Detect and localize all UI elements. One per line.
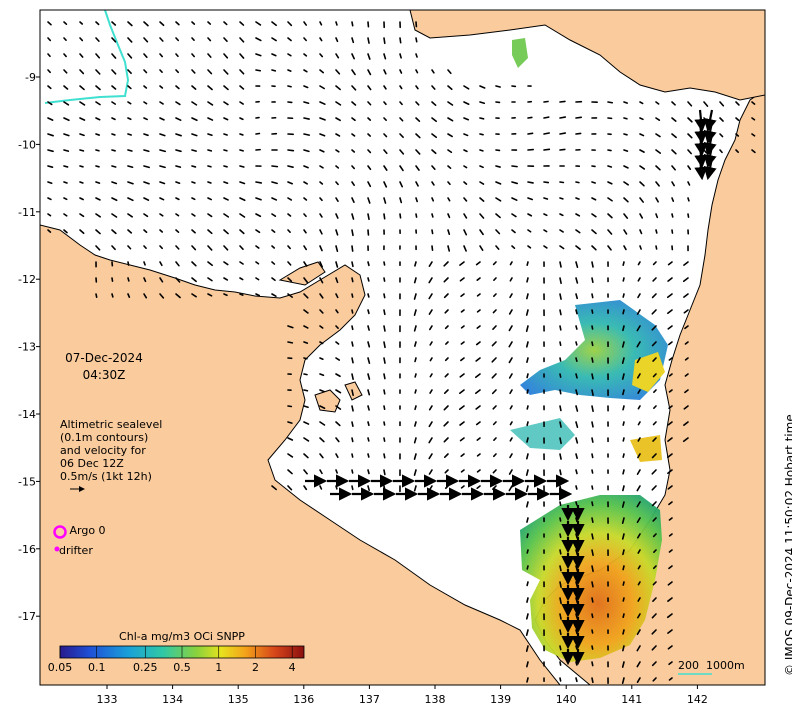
y-tick-label: -17 <box>18 610 36 623</box>
sealevel-line: 06 Dec 12Z <box>60 457 124 470</box>
strong-current-arrows <box>305 109 717 666</box>
colorbar-tick-label: 0.1 <box>87 661 106 674</box>
legend-argo: Argo 0 <box>52 524 106 537</box>
argo-marker <box>53 525 67 539</box>
y-tick-label: -15 <box>18 475 36 488</box>
colorbar-title: Chl-a mg/m3 OCi SNPP <box>119 630 245 643</box>
colorbar-tick-label: 4 <box>288 661 296 674</box>
y-axis: -9 -10 -11 -12 -13 -14 -15 -16 -17 <box>18 71 40 623</box>
x-tick-label: 134 <box>162 693 183 706</box>
scale-label: 200 1000m <box>678 659 745 672</box>
plot-frame <box>39 9 766 686</box>
x-tick-label: 142 <box>687 693 708 706</box>
time-text: 04:30Z <box>82 368 126 382</box>
drifter-marker <box>54 546 60 552</box>
x-tick-label: 141 <box>621 693 642 706</box>
colorbar-tick-label: 2 <box>251 661 259 674</box>
colorbar-tick-label: 0.25 <box>133 661 158 674</box>
sealevel-line: and velocity for <box>60 444 146 457</box>
x-axis: 133 134 135 136 137 138 139 140 141 142 <box>97 685 708 706</box>
y-tick-label: -16 <box>18 543 36 556</box>
x-tick-label: 138 <box>425 693 446 706</box>
argo-label: Argo 0 <box>69 524 106 537</box>
colorbar-tick-label: 0.05 <box>47 661 73 674</box>
x-tick-label: 133 <box>97 693 118 706</box>
legend-drifter: drifter <box>52 544 93 557</box>
sealevel-note: Altimetric sealevel (0.1m contours) and … <box>60 418 162 483</box>
y-tick-label: -9 <box>25 71 36 84</box>
y-tick-label: -14 <box>18 408 36 421</box>
chlorophyll-layer <box>510 38 668 662</box>
y-tick-label: -10 <box>18 138 36 151</box>
y-tick-label: -11 <box>18 206 36 219</box>
credit-text: © IMOS 09-Dec-2024 11:50:02 Hobart time <box>783 414 792 676</box>
sealevel-contour <box>44 10 130 104</box>
sealevel-line: (0.1m contours) <box>60 431 149 444</box>
x-tick-label: 136 <box>293 693 314 706</box>
sealevel-line: Altimetric sealevel <box>60 418 163 431</box>
land-png <box>409 10 765 101</box>
drifter-label: drifter <box>59 544 93 557</box>
date-text: 07-Dec-2024 <box>65 351 143 365</box>
x-tick-label: 139 <box>490 693 511 706</box>
y-tick-label: -12 <box>18 273 36 286</box>
velocity-arrows <box>47 21 756 685</box>
sealevel-line: 0.5m/s (1kt 12h) <box>60 470 152 483</box>
x-tick-label: 137 <box>359 693 380 706</box>
y-tick-label: -13 <box>18 341 36 354</box>
land-northern-territory <box>40 224 561 685</box>
colorbar-tick-label: 0.5 <box>173 661 191 674</box>
colorbar-ticks <box>59 646 293 658</box>
map-datetime: 07-Dec-2024 04:30Z <box>60 350 148 384</box>
x-tick-label: 135 <box>228 693 249 706</box>
x-tick-label: 140 <box>556 693 577 706</box>
island <box>344 381 363 401</box>
colorbar-tick-label: 1 <box>215 661 223 674</box>
